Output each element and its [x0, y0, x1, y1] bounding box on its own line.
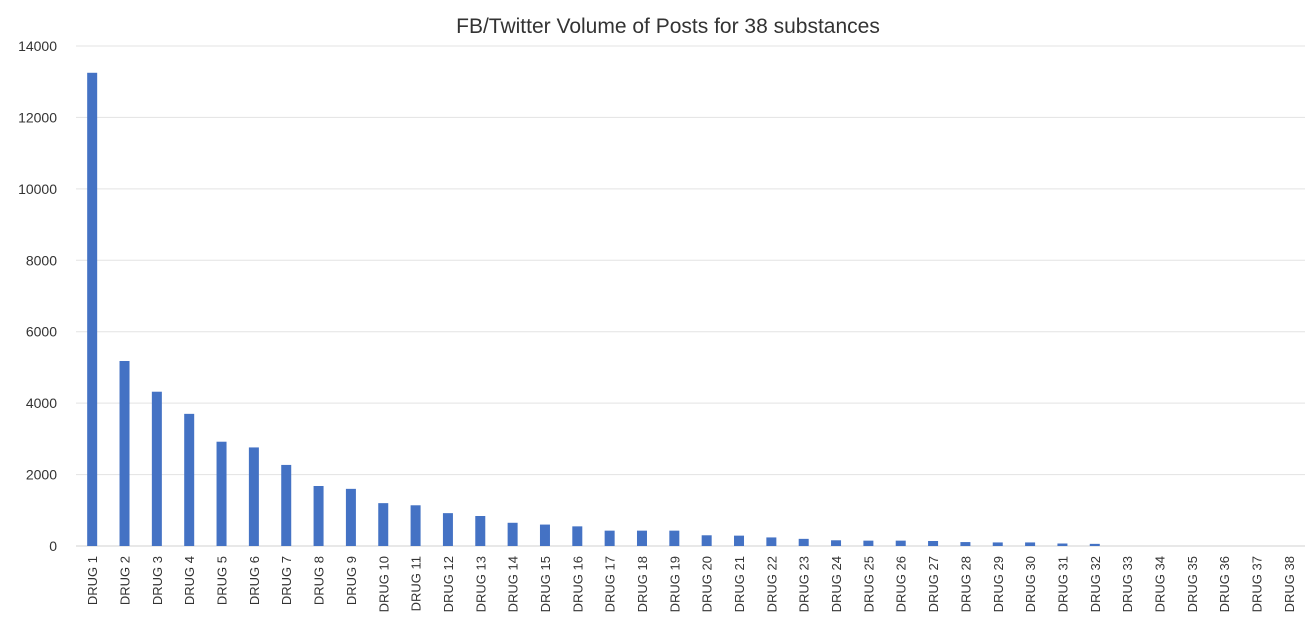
bar [669, 530, 680, 546]
x-tick-label: DRUG 31 [1055, 556, 1070, 612]
x-tick-label: DRUG 7 [279, 556, 294, 605]
bar [895, 540, 906, 546]
x-tick-label: DRUG 5 [215, 556, 230, 605]
x-tick-label: DRUG 34 [1152, 556, 1167, 612]
x-tick-label: DRUG 35 [1185, 556, 1200, 612]
bar [184, 413, 195, 546]
x-tick-label: DRUG 37 [1249, 556, 1264, 612]
x-tick-label: DRUG 6 [247, 556, 262, 605]
x-tick-label: DRUG 16 [570, 556, 585, 612]
bars [87, 72, 1100, 547]
bar [1089, 543, 1100, 546]
y-tick-label: 0 [49, 538, 57, 554]
bar [378, 503, 389, 546]
x-tick-label: DRUG 23 [797, 556, 812, 612]
bar [345, 488, 356, 546]
bar [572, 526, 583, 546]
bar [928, 541, 939, 546]
y-axis: 0 2000 4000 6000 8000 10000 12000 14000 [18, 38, 57, 554]
x-tick-label: DRUG 19 [667, 556, 682, 612]
x-tick-label: DRUG 18 [635, 556, 650, 612]
x-tick-label: DRUG 8 [312, 556, 327, 605]
bar [475, 516, 486, 546]
bar [960, 542, 971, 546]
x-tick-label: DRUG 38 [1282, 556, 1297, 612]
x-tick-label: DRUG 20 [700, 556, 715, 612]
bar [798, 538, 809, 546]
x-tick-label: DRUG 3 [150, 556, 165, 605]
y-tick-label: 10000 [18, 181, 57, 197]
x-tick-label: DRUG 21 [732, 556, 747, 612]
bar [507, 522, 518, 546]
bar [831, 540, 842, 546]
bar [766, 537, 777, 546]
gridlines [76, 45, 1305, 547]
x-tick-label: DRUG 33 [1120, 556, 1135, 612]
x-tick-label: DRUG 30 [1023, 556, 1038, 612]
y-tick-label: 14000 [18, 38, 57, 54]
bar [410, 505, 421, 546]
x-tick-label: DRUG 11 [409, 556, 424, 611]
bar [604, 530, 615, 546]
y-tick-label: 6000 [26, 324, 57, 340]
bar [119, 361, 130, 546]
bar [281, 464, 292, 546]
bar [1025, 542, 1036, 546]
x-tick-label: DRUG 2 [118, 556, 133, 605]
bar [87, 72, 98, 547]
x-tick-label: DRUG 10 [376, 556, 391, 612]
bar [248, 447, 259, 546]
bar [992, 542, 1003, 546]
chart-title: FB/Twitter Volume of Posts for 38 substa… [456, 15, 880, 38]
y-tick-label: 8000 [26, 252, 57, 268]
x-tick-label: DRUG 12 [441, 556, 456, 612]
x-tick-label: DRUG 1 [85, 556, 100, 605]
bar [863, 540, 874, 546]
x-tick-label: DRUG 9 [344, 556, 359, 605]
x-tick-label: DRUG 26 [894, 556, 909, 612]
x-tick-label: DRUG 27 [926, 556, 941, 612]
bar [1057, 543, 1068, 546]
x-tick-label: DRUG 29 [991, 556, 1006, 612]
x-tick-label: DRUG 24 [829, 556, 844, 612]
x-tick-label: DRUG 13 [473, 556, 488, 612]
y-tick-label: 4000 [26, 395, 57, 411]
x-tick-label: DRUG 25 [861, 556, 876, 612]
x-tick-label: DRUG 14 [506, 556, 521, 612]
x-tick-label: DRUG 4 [182, 556, 197, 605]
bar [151, 391, 162, 546]
x-axis: DRUG 1 DRUG 2 DRUG 3 DRUG 4 DRUG 5 DRUG 6 DRUG… [85, 556, 1297, 612]
bar [313, 486, 324, 546]
bar [701, 535, 712, 546]
bar [216, 441, 227, 546]
x-tick-label: DRUG 17 [603, 556, 618, 612]
y-tick-label: 2000 [26, 467, 57, 483]
x-tick-label: DRUG 22 [764, 556, 779, 612]
y-tick-label: 12000 [18, 109, 57, 125]
x-tick-label: DRUG 15 [538, 556, 553, 612]
bar [539, 524, 550, 546]
x-tick-label: DRUG 36 [1217, 556, 1232, 612]
bar [734, 535, 745, 546]
x-tick-label: DRUG 32 [1088, 556, 1103, 612]
bar [442, 513, 453, 546]
x-tick-label: DRUG 28 [958, 556, 973, 612]
bar [636, 530, 647, 546]
